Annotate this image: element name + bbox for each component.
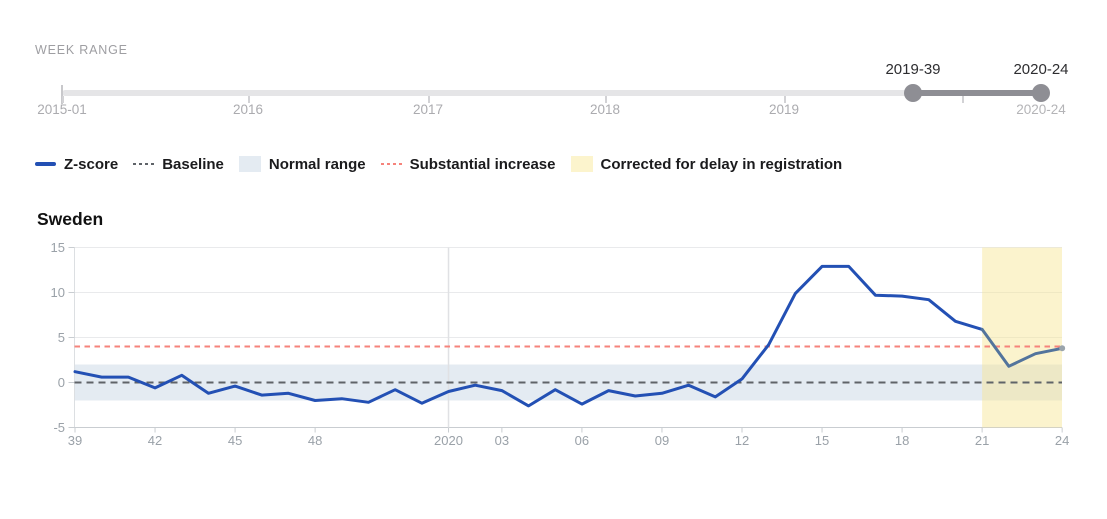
slider-start-tick [61, 85, 63, 104]
legend-line-swatch-icon [35, 162, 56, 166]
x-axis-label: 09 [655, 433, 669, 448]
x-axis-label: 24 [1055, 433, 1069, 448]
slider-tick-label: 2018 [589, 102, 621, 117]
corrected-line [980, 327, 1064, 368]
legend-item: Normal range [238, 155, 366, 173]
legend-item-label: Baseline [162, 155, 224, 173]
z-score-line [73, 264, 984, 408]
range-start-handle[interactable] [904, 84, 922, 102]
range-end-label: 2020-24 [1013, 61, 1069, 78]
legend-item-label: Normal range [268, 155, 366, 173]
slider-tick [428, 96, 430, 103]
range-end-handle[interactable] [1032, 84, 1050, 102]
slider-tick-label: 2017 [412, 102, 444, 117]
x-axis-label: 21 [975, 433, 989, 448]
legend-item-label: Substantial increase [409, 155, 556, 173]
slider-tick-label: 2016 [232, 102, 264, 117]
x-axis-label: 18 [895, 433, 909, 448]
legend-item: Corrected for delay in registration [570, 155, 843, 173]
slider-tick-label: 2019 [768, 102, 800, 117]
legend-item: Z-score [35, 156, 118, 173]
x-axis-label: 39 [68, 433, 82, 448]
legend-dash-swatch-icon [133, 163, 155, 165]
y-axis-label: -5 [53, 420, 65, 435]
x-axis-label: 15 [815, 433, 829, 448]
range-start-label: 2019-39 [885, 61, 941, 78]
x-axis-label: 2020 [434, 433, 463, 448]
week-range-slider-track[interactable] [62, 90, 1044, 96]
y-axis-label: 10 [51, 285, 65, 300]
y-axis-label: 5 [58, 330, 65, 345]
chart-title: Sweden [37, 209, 104, 229]
slider-tick [962, 96, 964, 103]
week-range-label: WEEK RANGE [35, 43, 128, 57]
legend-dash-swatch-icon [380, 163, 402, 165]
slider-tick [248, 96, 250, 103]
x-axis-label: 42 [148, 433, 162, 448]
chart-legend: Z-score Baseline Normal range Substantial i… [35, 153, 842, 175]
legend-item-label: Corrected for delay in registration [600, 155, 843, 173]
last-point-marker [1059, 345, 1066, 352]
corrected-region [982, 247, 1062, 428]
legend-item: Baseline [133, 156, 224, 173]
slider-tick [62, 96, 64, 103]
legend-box-swatch-icon [238, 156, 261, 172]
x-axis-label: 03 [495, 433, 509, 448]
y-axis-label: 15 [51, 240, 65, 255]
x-axis-label: 45 [228, 433, 242, 448]
y-axis-label: 0 [58, 375, 65, 390]
legend-item-label: Z-score [64, 155, 119, 173]
slider-tick [784, 96, 786, 103]
x-axis-label: 06 [575, 433, 589, 448]
slider-tick [605, 96, 607, 103]
legend-item: Substantial increase [380, 155, 556, 173]
x-axis-label: 48 [308, 433, 322, 448]
week-range-selected-range[interactable] [913, 90, 1041, 96]
x-axis-label: 12 [735, 433, 749, 448]
slider-tick-label: 2015-01 [37, 102, 87, 117]
legend-box-swatch-icon [570, 156, 593, 172]
range-end-value-below: 2020-24 [1016, 102, 1066, 117]
